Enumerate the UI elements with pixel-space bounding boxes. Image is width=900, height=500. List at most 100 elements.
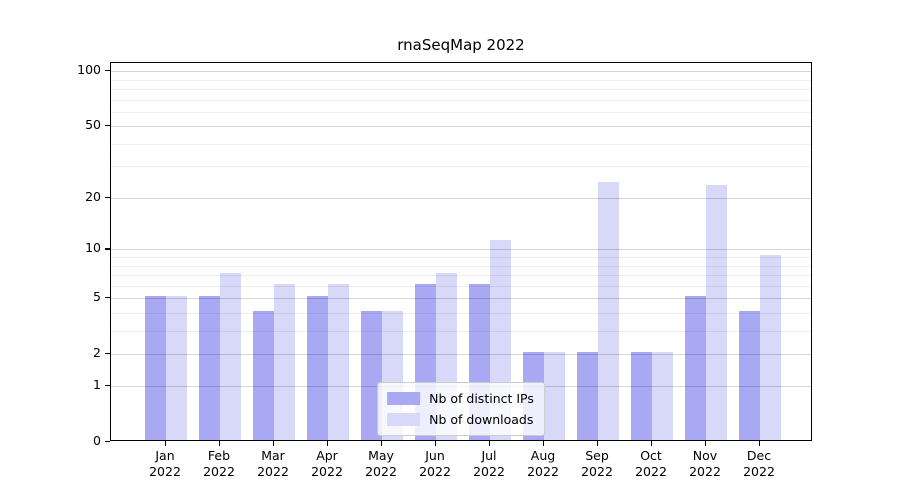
legend-label: Nb of downloads [429, 412, 534, 427]
gridline-major [111, 298, 811, 300]
gridline-minor [111, 143, 811, 145]
gridline-major [111, 249, 811, 251]
gridline-minor [111, 312, 811, 314]
x-tick-month: Jun [425, 448, 445, 463]
x-tick-mark [273, 441, 275, 446]
y-tick-label: 10 [85, 240, 101, 256]
y-tick-label: 100 [77, 62, 101, 78]
x-tick-month: Apr [316, 448, 338, 463]
bar-downloads [706, 184, 727, 440]
x-tick-month: Mar [261, 448, 285, 463]
x-tick-month: Aug [530, 448, 556, 463]
chart-title: rnaSeqMap 2022 [397, 36, 525, 54]
x-tick-mark [219, 441, 221, 446]
x-tick-month: Oct [640, 448, 662, 463]
gridline-minor [111, 330, 811, 332]
x-tick-year: 2022 [743, 464, 775, 479]
x-tick-month: Feb [207, 448, 231, 463]
x-tick-year: 2022 [581, 464, 613, 479]
x-tick-mark [327, 441, 329, 446]
x-tick-year: 2022 [311, 464, 343, 479]
gridline-major [111, 71, 811, 73]
x-tick-label: May 2022 [354, 448, 408, 480]
legend-swatch-downloads [387, 413, 421, 426]
bar-downloads [220, 273, 241, 440]
x-tick-year: 2022 [203, 464, 235, 479]
x-tick-label: Apr 2022 [300, 448, 354, 480]
bar-distinct-ips [361, 310, 382, 440]
x-tick-label: Feb 2022 [192, 448, 246, 480]
x-tick-label: Jan 2022 [138, 448, 192, 480]
gridline-minor [111, 89, 811, 90]
x-tick-month: Dec [746, 448, 772, 463]
bar-distinct-ips [577, 351, 598, 440]
y-tick-label: 1 [93, 377, 101, 393]
x-tick-mark [489, 441, 491, 446]
bar-distinct-ips [685, 296, 706, 440]
x-tick-label: Oct 2022 [624, 448, 678, 480]
gridline-major [111, 126, 811, 128]
x-tick-label: Jun 2022 [408, 448, 462, 480]
x-tick-year: 2022 [473, 464, 505, 479]
x-tick-year: 2022 [365, 464, 397, 479]
y-tick-label: 0 [93, 433, 101, 448]
bar-distinct-ips [145, 296, 166, 440]
legend-label: Nb of distinct IPs [429, 391, 534, 406]
y-tick-label: 20 [85, 188, 101, 204]
y-tick-mark [105, 248, 110, 250]
gridline-minor [111, 111, 811, 113]
y-tick-mark [105, 352, 110, 354]
bar-distinct-ips [199, 296, 220, 440]
gridline-minor [111, 166, 811, 168]
gridline-minor [111, 79, 811, 81]
y-tick-label: 5 [93, 289, 101, 305]
gridline-major [111, 353, 811, 355]
x-tick-year: 2022 [527, 464, 559, 479]
x-tick-label: Sep 2022 [570, 448, 624, 480]
y-tick-mark [105, 70, 110, 72]
gridline-major [111, 197, 811, 199]
x-tick-label: Aug 2022 [516, 448, 570, 480]
bar-distinct-ips [739, 310, 760, 440]
bar-downloads [598, 181, 619, 440]
gridline-minor [111, 265, 811, 267]
x-tick-month: Nov [692, 448, 718, 463]
legend-entry: Nb of distinct IPs [387, 388, 534, 409]
bar-downloads [328, 283, 349, 440]
x-tick-year: 2022 [149, 464, 181, 479]
x-tick-month: Jul [481, 448, 497, 463]
x-tick-mark [597, 441, 599, 446]
y-tick-mark [105, 441, 110, 443]
gridline-minor [111, 285, 811, 287]
bar-downloads [166, 296, 187, 440]
y-tick-mark [105, 385, 110, 387]
x-tick-mark [705, 441, 707, 446]
x-tick-mark [543, 441, 545, 446]
y-tick-mark [105, 125, 110, 127]
x-tick-month: Jan [155, 448, 175, 463]
x-tick-mark [381, 441, 383, 446]
x-tick-mark [651, 441, 653, 446]
bar-downloads [760, 255, 781, 440]
y-tick-label: 50 [85, 117, 101, 133]
y-tick-label: 2 [93, 344, 101, 360]
y-tick-mark [105, 297, 110, 299]
bar-downloads [544, 351, 565, 440]
y-tick-mark [105, 196, 110, 198]
gridlines-layer [111, 63, 811, 440]
bar-distinct-ips [253, 310, 274, 440]
x-tick-label: Nov 2022 [678, 448, 732, 480]
gridline-minor [111, 275, 811, 276]
x-tick-mark [759, 441, 761, 446]
gridline-minor [111, 257, 811, 259]
plot-area: Nb of distinct IPs Nb of downloads [110, 62, 812, 441]
legend-swatch-distinct-ips [387, 392, 421, 405]
x-tick-label: Mar 2022 [246, 448, 300, 480]
x-tick-mark [165, 441, 167, 446]
x-tick-year: 2022 [689, 464, 721, 479]
gridline-minor [111, 99, 811, 101]
x-tick-label: Dec 2022 [732, 448, 786, 480]
legend-entry: Nb of downloads [387, 409, 534, 430]
x-tick-month: May [368, 448, 394, 463]
